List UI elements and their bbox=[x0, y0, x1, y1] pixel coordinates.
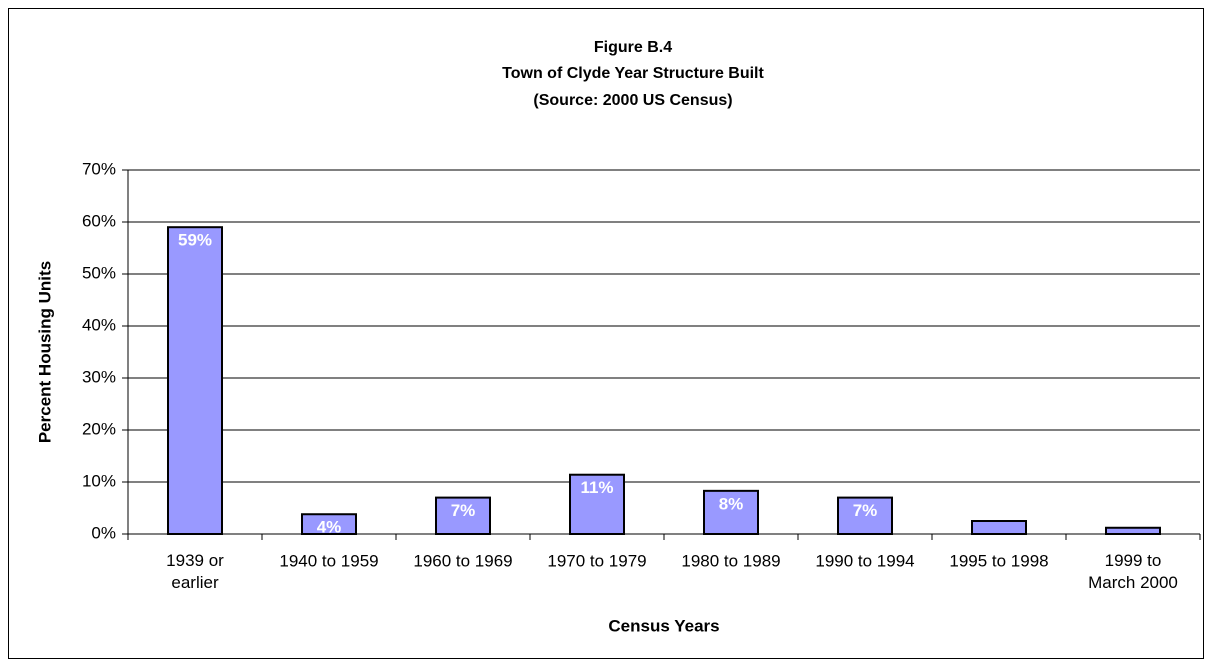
y-tick-label: 30% bbox=[82, 367, 116, 386]
value-label: 8% bbox=[719, 494, 744, 513]
chart-title: Figure B.4 bbox=[594, 39, 672, 56]
y-tick-label: 60% bbox=[82, 211, 116, 230]
y-tick-label: 10% bbox=[82, 471, 116, 490]
bar bbox=[971, 520, 1027, 535]
y-tick-label: 50% bbox=[82, 263, 116, 282]
value-label: 7% bbox=[853, 501, 878, 520]
value-label: 11% bbox=[580, 478, 613, 497]
value-label: 7% bbox=[451, 501, 476, 520]
x-tick-label: 1999 to March 2000 bbox=[1088, 551, 1178, 592]
value-label: 59% bbox=[178, 231, 212, 250]
bar bbox=[703, 489, 759, 535]
y-axis-title: Percent Housing Units bbox=[35, 261, 54, 443]
y-tick-label: 40% bbox=[82, 315, 116, 334]
bar bbox=[435, 496, 491, 536]
bar bbox=[569, 473, 625, 535]
bar bbox=[167, 226, 223, 535]
x-tick-label: 1939 or earlier bbox=[166, 551, 224, 592]
y-tick-label: 0% bbox=[91, 523, 116, 542]
x-tick-label: 1995 to 1998 bbox=[949, 551, 1048, 570]
y-tick-label: 70% bbox=[82, 159, 116, 178]
x-tick-label: 1980 to 1989 bbox=[681, 551, 780, 570]
chart-title: (Source: 2000 US Census) bbox=[533, 92, 732, 109]
x-tick-label: 1990 to 1994 bbox=[815, 551, 914, 570]
x-tick-label: 1970 to 1979 bbox=[547, 551, 646, 570]
x-tick-label: 1960 to 1969 bbox=[413, 551, 512, 570]
x-axis-title: Census Years bbox=[608, 616, 719, 635]
bar bbox=[301, 513, 357, 535]
y-tick-label: 20% bbox=[82, 419, 116, 438]
value-label: 4% bbox=[317, 518, 342, 537]
bar bbox=[1105, 526, 1161, 536]
chart-title: Town of Clyde Year Structure Built bbox=[502, 65, 764, 82]
x-tick-label: 1940 to 1959 bbox=[279, 551, 378, 570]
bar bbox=[837, 496, 893, 536]
